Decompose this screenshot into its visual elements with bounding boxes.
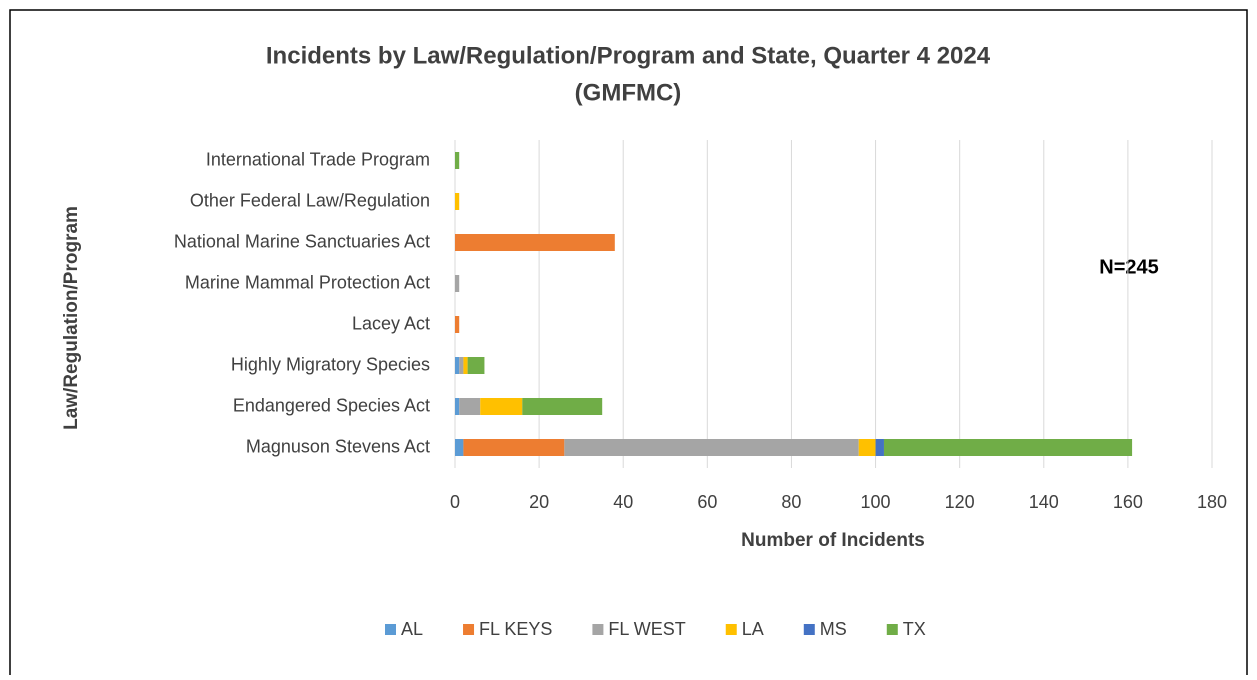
bar-segment	[480, 398, 523, 415]
legend-label: LA	[742, 619, 764, 639]
chart-subtitle: (GMFMC)	[575, 79, 682, 106]
bar-segment	[463, 439, 565, 456]
bar-segment	[467, 357, 485, 374]
x-tick-label: 180	[1197, 492, 1227, 512]
x-tick-label: 0	[450, 492, 460, 512]
y-tick-label: Marine Mammal Protection Act	[185, 272, 430, 292]
y-tick-label: Magnuson Stevens Act	[246, 436, 430, 456]
x-tick-label: 120	[945, 492, 975, 512]
x-tick-label: 20	[529, 492, 549, 512]
legend-swatch	[385, 624, 396, 635]
y-tick-label: Other Federal Law/Regulation	[190, 190, 430, 210]
x-tick-label: 60	[697, 492, 717, 512]
bar-segment	[564, 439, 859, 456]
bar-segment	[459, 398, 481, 415]
legend-label: FL KEYS	[479, 619, 552, 639]
x-tick-label: 80	[781, 492, 801, 512]
y-tick-label: Endangered Species Act	[233, 395, 430, 415]
y-tick-label: Lacey Act	[352, 313, 430, 333]
x-tick-label: 100	[861, 492, 891, 512]
y-tick-label: Highly Migratory Species	[231, 354, 430, 374]
x-axis-title: Number of Incidents	[741, 530, 925, 551]
bar-segment	[455, 234, 615, 251]
chart-title: Incidents by Law/Regulation/Program and …	[266, 42, 991, 69]
legend-label: FL WEST	[608, 619, 685, 639]
legend-swatch	[725, 624, 737, 635]
y-tick-label: International Trade Program	[206, 149, 430, 169]
legend-label: AL	[401, 619, 423, 639]
chart-frame	[9, 9, 1248, 680]
legend-swatch	[463, 624, 475, 635]
bar-segment	[455, 193, 460, 210]
bar-segment	[455, 275, 460, 292]
x-tick-label: 160	[1113, 492, 1143, 512]
bar-segment	[455, 439, 464, 456]
bar-segment	[858, 439, 876, 456]
bar-segment	[883, 439, 1133, 456]
bar-segment	[455, 357, 460, 374]
legend-swatch	[803, 624, 815, 635]
y-tick-label: National Marine Sanctuaries Act	[174, 231, 430, 251]
x-tick-label: 40	[613, 492, 633, 512]
legend-swatch	[886, 624, 898, 635]
bar-segment	[455, 316, 460, 333]
bar-segment	[522, 398, 603, 415]
bar-segment	[463, 357, 468, 374]
legend-swatch	[592, 624, 604, 635]
bar-segment	[459, 357, 464, 374]
x-tick-label: 140	[1029, 492, 1059, 512]
bar-segment	[455, 152, 460, 169]
legend-label: MS	[820, 619, 847, 639]
legend-label: TX	[903, 619, 926, 639]
y-axis-title: Law/Regulation/Program	[61, 206, 82, 430]
bar-segment	[875, 439, 884, 456]
bar-segment	[455, 398, 460, 415]
annotation: N=245	[1099, 256, 1159, 278]
